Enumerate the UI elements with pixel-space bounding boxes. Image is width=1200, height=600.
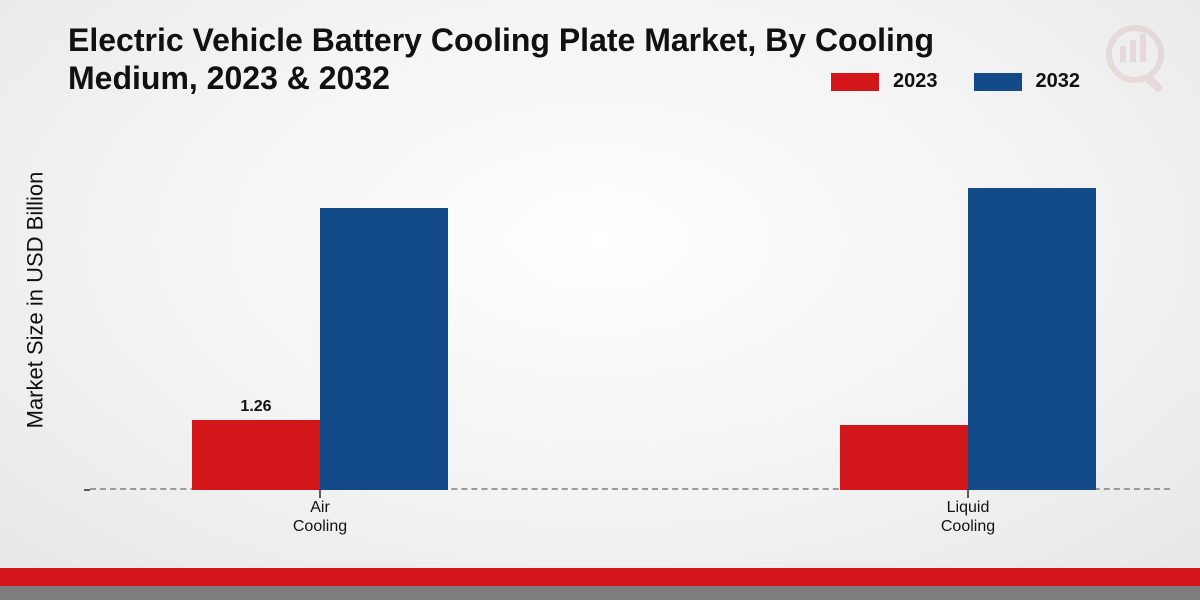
legend-item-2023: 2023	[831, 70, 938, 93]
y-axis-tick	[84, 489, 90, 491]
plot-area: 1.26Air CoolingLiquid Cooling	[90, 130, 1170, 490]
bar	[320, 208, 448, 490]
legend: 2023 2032	[831, 70, 1080, 93]
bar-value-label: 1.26	[240, 398, 271, 416]
x-axis-tick	[967, 490, 969, 498]
y-axis-label-wrap: Market Size in USD Billion	[20, 120, 50, 480]
y-axis-label: Market Size in USD Billion	[22, 172, 48, 429]
bar	[192, 420, 320, 490]
footer-bar-red	[0, 568, 1200, 586]
category-label: Air Cooling	[293, 498, 347, 536]
bar	[968, 188, 1096, 490]
bar	[840, 425, 968, 490]
x-axis-tick	[319, 490, 321, 498]
chart-page: Electric Vehicle Battery Cooling Plate M…	[0, 0, 1200, 600]
footer-bar-grey	[0, 586, 1200, 600]
legend-label-2023: 2023	[893, 70, 938, 93]
legend-item-2032: 2032	[974, 70, 1081, 93]
legend-swatch-2032	[974, 73, 1022, 91]
legend-label-2032: 2032	[1036, 70, 1081, 93]
legend-swatch-2023	[831, 73, 879, 91]
category-label: Liquid Cooling	[941, 498, 995, 536]
